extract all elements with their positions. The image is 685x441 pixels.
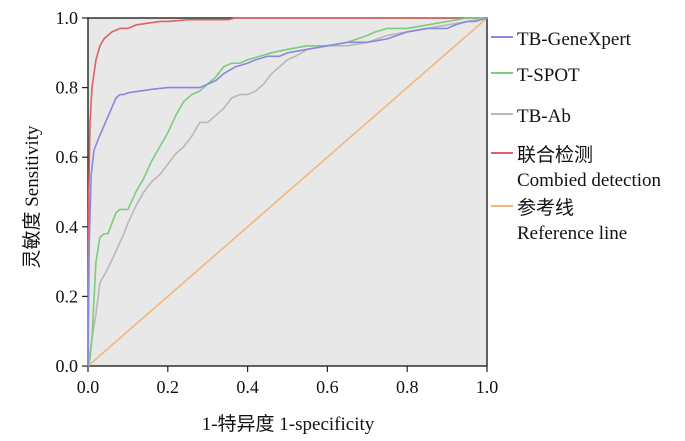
series-line-reference-line xyxy=(87,17,488,367)
series-line-t-spot xyxy=(87,17,487,367)
legend-label: Combied detection xyxy=(517,170,662,191)
x-tick-label: 0.6 xyxy=(316,377,339,397)
x-tick-label: 0.0 xyxy=(77,377,100,397)
legend-label: T-SPOT xyxy=(517,65,580,86)
series-line-tb-genexpert xyxy=(87,17,488,367)
legend: TB-GeneXpert T-SPOT TB-Ab 联合检测 Combied detec… xyxy=(491,29,662,244)
y-tick-label: 0.6 xyxy=(56,147,79,167)
x-tick-label: 1.0 xyxy=(476,377,499,397)
axes: 0.0 0.2 0.4 0.6 0.8 1.0 0.0 0.2 0.4 0.6 0.8 1.0 xyxy=(56,8,499,397)
legend-label: Reference line xyxy=(517,223,627,244)
legend-label: 联合检测 xyxy=(517,144,593,166)
y-tick-label: 1.0 xyxy=(56,8,79,28)
x-axis-label: 1-特异度 1-specificity xyxy=(202,413,375,435)
legend-label: TB-Ab xyxy=(517,106,571,127)
y-tick-label: 0.2 xyxy=(56,286,79,306)
legend-label: 参考线 xyxy=(517,197,574,219)
series-line-combied-detection xyxy=(87,17,487,367)
series-lines xyxy=(87,17,488,367)
y-tick-label: 0.4 xyxy=(56,217,79,237)
x-tick-label: 0.2 xyxy=(157,377,180,397)
y-tick-label: 0.0 xyxy=(56,356,79,376)
x-tick-label: 0.8 xyxy=(396,377,419,397)
y-axis-label: 灵敏度 Sensitivity xyxy=(21,125,43,269)
x-tick-label: 0.4 xyxy=(236,377,259,397)
legend-label: TB-GeneXpert xyxy=(517,29,632,50)
series-line-tb-ab xyxy=(87,17,488,367)
y-tick-label: 0.8 xyxy=(56,78,79,98)
